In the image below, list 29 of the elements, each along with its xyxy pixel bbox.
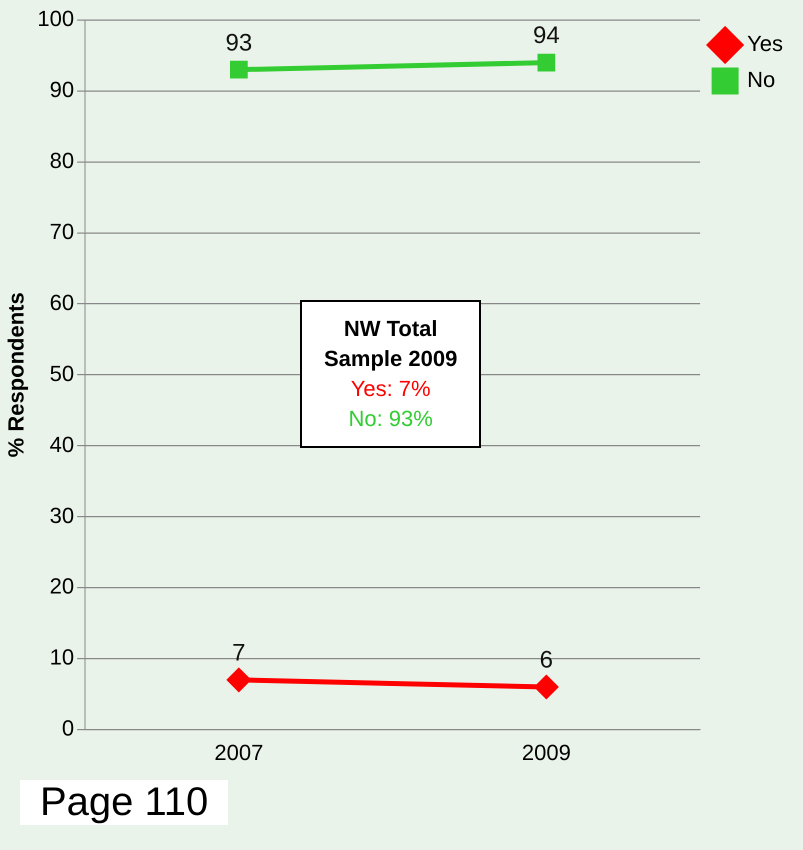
y-tick-label: 30	[50, 502, 74, 528]
y-tick-label: 90	[50, 77, 74, 102]
x-tick-label: 2007	[214, 740, 264, 765]
y-tick-label: 20	[50, 574, 74, 599]
annotation: NW Total	[342, 315, 438, 343]
data-label: 93	[226, 29, 252, 56]
data-label: 6	[540, 646, 554, 674]
annotation: No: 93%	[347, 405, 434, 433]
y-tick-label: 10	[50, 644, 74, 670]
legend-label: Yes	[747, 31, 783, 56]
x-tick-label: 2009	[522, 740, 571, 765]
point	[534, 676, 558, 699]
data-label: 94	[533, 22, 560, 50]
y-tick-label: 50	[50, 360, 74, 386]
data-label: 7	[232, 640, 246, 667]
legend-label: No	[747, 67, 776, 92]
point	[227, 668, 250, 692]
point	[537, 54, 556, 72]
point	[230, 60, 248, 79]
y-tick-label: 80	[50, 148, 74, 173]
y-tick-label: 60	[50, 290, 74, 315]
y-tick-label: 0	[62, 716, 74, 741]
y-tick-label: 100	[37, 6, 74, 32]
y-axis-title: % Respondents	[3, 292, 28, 458]
annotation: Sample 2009	[324, 345, 458, 373]
y-tick-label: 70	[50, 218, 74, 244]
annotation: Yes: 7%	[350, 375, 432, 403]
text: Page 110	[20, 780, 228, 825]
y-tick-label: 40	[50, 432, 74, 457]
